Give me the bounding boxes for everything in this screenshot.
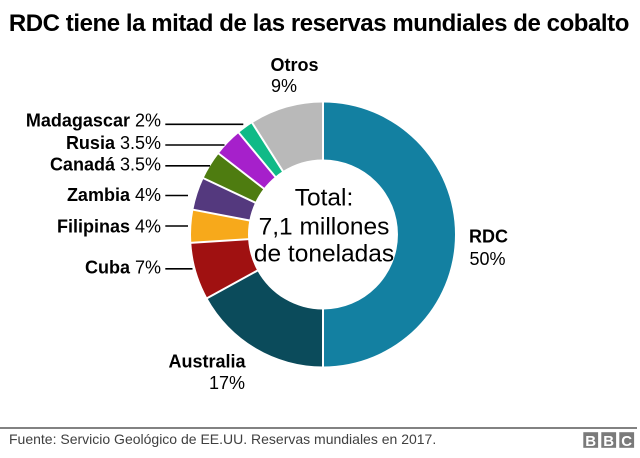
svg-text:Rusia 3.5%: Rusia 3.5%	[66, 133, 161, 153]
svg-text:Zambia 4%: Zambia 4%	[67, 185, 161, 205]
svg-text:50%: 50%	[470, 249, 506, 269]
svg-text:Canadá 3.5%: Canadá 3.5%	[50, 154, 161, 174]
svg-text:Otros: Otros	[271, 55, 319, 75]
svg-text:de toneladas: de toneladas	[254, 241, 394, 268]
svg-text:Filipinas 4%: Filipinas 4%	[57, 216, 161, 236]
svg-text:Total:: Total:	[295, 184, 354, 211]
svg-text:Madagascar 2%: Madagascar 2%	[26, 111, 161, 131]
svg-text:RDC: RDC	[469, 227, 508, 247]
svg-text:C: C	[621, 433, 632, 450]
svg-text:RDC tiene la mitad de las rese: RDC tiene la mitad de las reservas mundi…	[9, 10, 629, 37]
svg-text:Fuente: Servicio Geológico de: Fuente: Servicio Geológico de EE.UU. Res…	[9, 431, 436, 447]
svg-text:7,1 millones: 7,1 millones	[259, 214, 390, 241]
svg-text:B: B	[603, 433, 614, 450]
svg-text:B: B	[585, 433, 596, 450]
svg-text:Australia: Australia	[168, 351, 246, 371]
svg-text:9%: 9%	[271, 76, 297, 96]
svg-text:Cuba 7%: Cuba 7%	[85, 258, 161, 278]
svg-text:17%: 17%	[209, 373, 245, 393]
